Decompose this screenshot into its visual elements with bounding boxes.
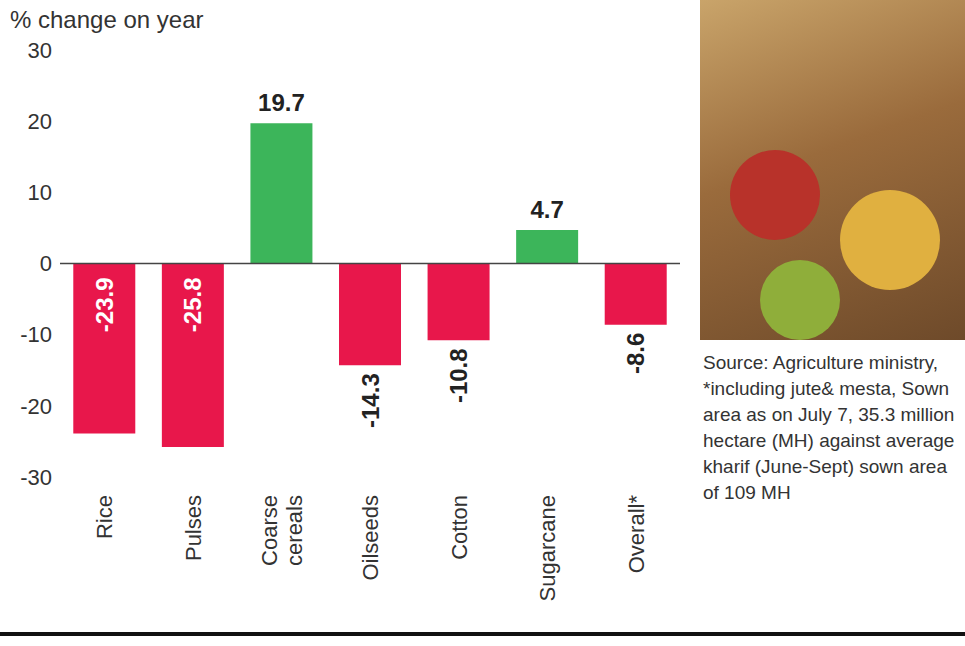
svg-text:-10.8: -10.8 xyxy=(445,348,472,403)
svg-text:-23.9: -23.9 xyxy=(91,278,118,333)
svg-text:Coarsecereals: Coarsecereals xyxy=(257,495,306,566)
svg-text:20: 20 xyxy=(28,109,52,134)
svg-text:10: 10 xyxy=(28,180,52,205)
svg-text:30: 30 xyxy=(28,38,52,63)
svg-text:Rice: Rice xyxy=(92,495,117,539)
svg-text:Cotton: Cotton xyxy=(446,495,471,560)
svg-text:-25.8: -25.8 xyxy=(179,278,206,333)
svg-text:Sugarcane: Sugarcane xyxy=(535,495,560,601)
svg-text:-14.3: -14.3 xyxy=(357,373,384,428)
html-text:Source: Agriculture ministry,: Source: Agriculture ministry, *including… xyxy=(703,352,955,503)
svg-text:Oilseeds: Oilseeds xyxy=(358,495,383,581)
svg-text:4.7: 4.7 xyxy=(530,196,563,223)
svg-text:Overall*: Overall* xyxy=(623,495,648,574)
svg-text:0: 0 xyxy=(40,251,52,276)
svg-text:-10: -10 xyxy=(20,322,52,347)
svg-text:19.7: 19.7 xyxy=(258,89,305,116)
svg-text:Pulses: Pulses xyxy=(180,495,205,561)
svg-text:-20: -20 xyxy=(20,394,52,419)
html-text:% change on year: % change on year xyxy=(10,6,204,33)
svg-text:-8.6: -8.6 xyxy=(622,333,649,374)
svg-text:-30: -30 xyxy=(20,465,52,490)
